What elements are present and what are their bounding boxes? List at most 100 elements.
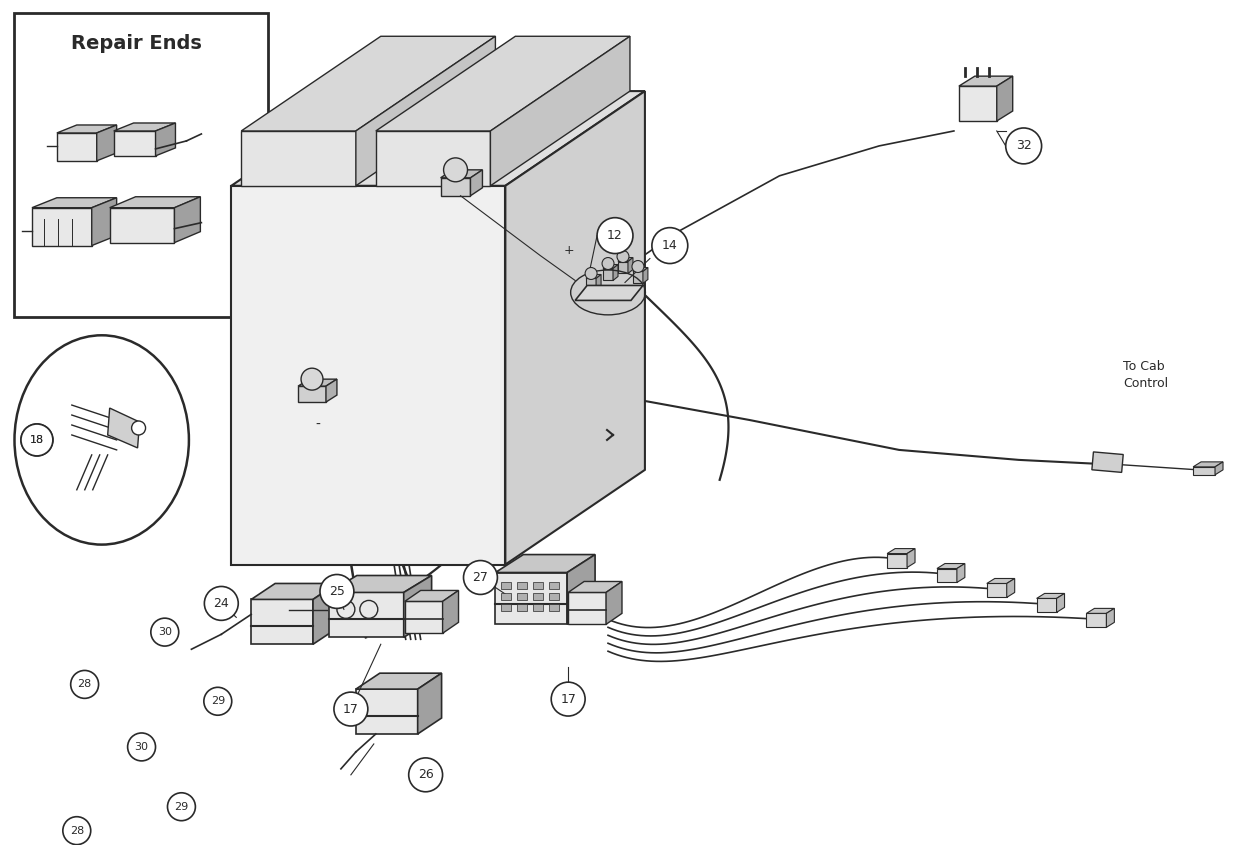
Text: 32: 32 <box>1016 140 1032 152</box>
Bar <box>549 604 559 612</box>
Text: +: + <box>564 244 574 256</box>
Polygon shape <box>618 257 633 261</box>
Polygon shape <box>633 267 648 272</box>
Polygon shape <box>568 581 622 592</box>
Text: Repair Ends: Repair Ends <box>72 34 202 52</box>
Polygon shape <box>987 584 1007 597</box>
Polygon shape <box>1194 467 1215 475</box>
Polygon shape <box>376 36 630 131</box>
Polygon shape <box>604 268 614 281</box>
Circle shape <box>602 257 614 270</box>
Bar <box>14 14 268 317</box>
Polygon shape <box>403 575 432 637</box>
Polygon shape <box>1194 462 1223 467</box>
Circle shape <box>652 228 688 263</box>
Polygon shape <box>356 673 442 689</box>
Circle shape <box>71 670 99 698</box>
Polygon shape <box>329 575 432 592</box>
Polygon shape <box>440 170 482 178</box>
Polygon shape <box>568 555 595 624</box>
Text: 25: 25 <box>329 585 345 598</box>
Polygon shape <box>298 386 327 402</box>
Polygon shape <box>936 569 957 583</box>
Polygon shape <box>959 86 997 121</box>
Text: 28: 28 <box>69 826 84 836</box>
Polygon shape <box>1056 593 1065 613</box>
Bar <box>533 583 543 590</box>
Polygon shape <box>404 602 443 634</box>
Polygon shape <box>596 274 601 290</box>
Circle shape <box>151 618 178 646</box>
Polygon shape <box>490 36 630 186</box>
Bar <box>533 604 543 612</box>
Polygon shape <box>96 125 116 161</box>
Polygon shape <box>495 555 595 573</box>
Polygon shape <box>643 267 648 283</box>
Circle shape <box>552 682 585 716</box>
Circle shape <box>1006 128 1042 164</box>
Text: 14: 14 <box>662 239 678 252</box>
Polygon shape <box>936 563 965 569</box>
Polygon shape <box>356 36 495 186</box>
Polygon shape <box>231 186 506 564</box>
Polygon shape <box>614 265 618 281</box>
Polygon shape <box>57 125 116 133</box>
Bar <box>501 593 511 601</box>
Polygon shape <box>110 197 200 208</box>
Polygon shape <box>251 584 336 600</box>
Polygon shape <box>108 408 140 448</box>
Circle shape <box>408 758 443 792</box>
Circle shape <box>585 267 597 279</box>
Text: 18: 18 <box>30 435 45 445</box>
Text: 24: 24 <box>214 597 229 610</box>
Circle shape <box>204 687 231 715</box>
Bar <box>517 604 527 612</box>
Bar <box>533 593 543 601</box>
Bar <box>1092 452 1123 472</box>
Polygon shape <box>92 198 116 245</box>
Polygon shape <box>1106 608 1115 628</box>
Circle shape <box>632 261 644 272</box>
Polygon shape <box>957 563 965 583</box>
Text: 30: 30 <box>135 742 148 752</box>
Polygon shape <box>356 689 418 734</box>
Polygon shape <box>114 131 156 156</box>
Bar <box>549 583 559 590</box>
Polygon shape <box>575 285 643 300</box>
Polygon shape <box>1215 462 1223 475</box>
Polygon shape <box>1086 613 1106 628</box>
Circle shape <box>444 158 468 182</box>
Polygon shape <box>241 36 495 131</box>
Text: To Cab
Control: To Cab Control <box>1123 360 1169 390</box>
Polygon shape <box>329 592 403 637</box>
Circle shape <box>127 733 156 761</box>
Polygon shape <box>418 673 442 734</box>
Circle shape <box>464 561 497 595</box>
Polygon shape <box>987 579 1014 584</box>
Text: 17: 17 <box>343 702 359 716</box>
Polygon shape <box>506 91 644 564</box>
Polygon shape <box>1037 593 1065 598</box>
Circle shape <box>131 421 146 435</box>
Polygon shape <box>32 208 92 245</box>
Text: 29: 29 <box>174 802 188 811</box>
Polygon shape <box>251 600 313 645</box>
Polygon shape <box>470 170 482 195</box>
Polygon shape <box>1007 579 1014 597</box>
Polygon shape <box>327 379 336 402</box>
Polygon shape <box>959 76 1013 86</box>
Polygon shape <box>57 133 96 161</box>
Polygon shape <box>1086 608 1115 613</box>
Bar <box>549 593 559 601</box>
Polygon shape <box>241 131 356 186</box>
Text: 28: 28 <box>78 679 92 689</box>
Text: -: - <box>315 418 320 431</box>
Polygon shape <box>887 553 907 568</box>
Polygon shape <box>628 257 633 273</box>
Text: 26: 26 <box>418 768 433 782</box>
Polygon shape <box>606 581 622 624</box>
Circle shape <box>167 793 195 821</box>
Polygon shape <box>907 548 915 568</box>
Bar <box>501 604 511 612</box>
Ellipse shape <box>15 335 189 545</box>
